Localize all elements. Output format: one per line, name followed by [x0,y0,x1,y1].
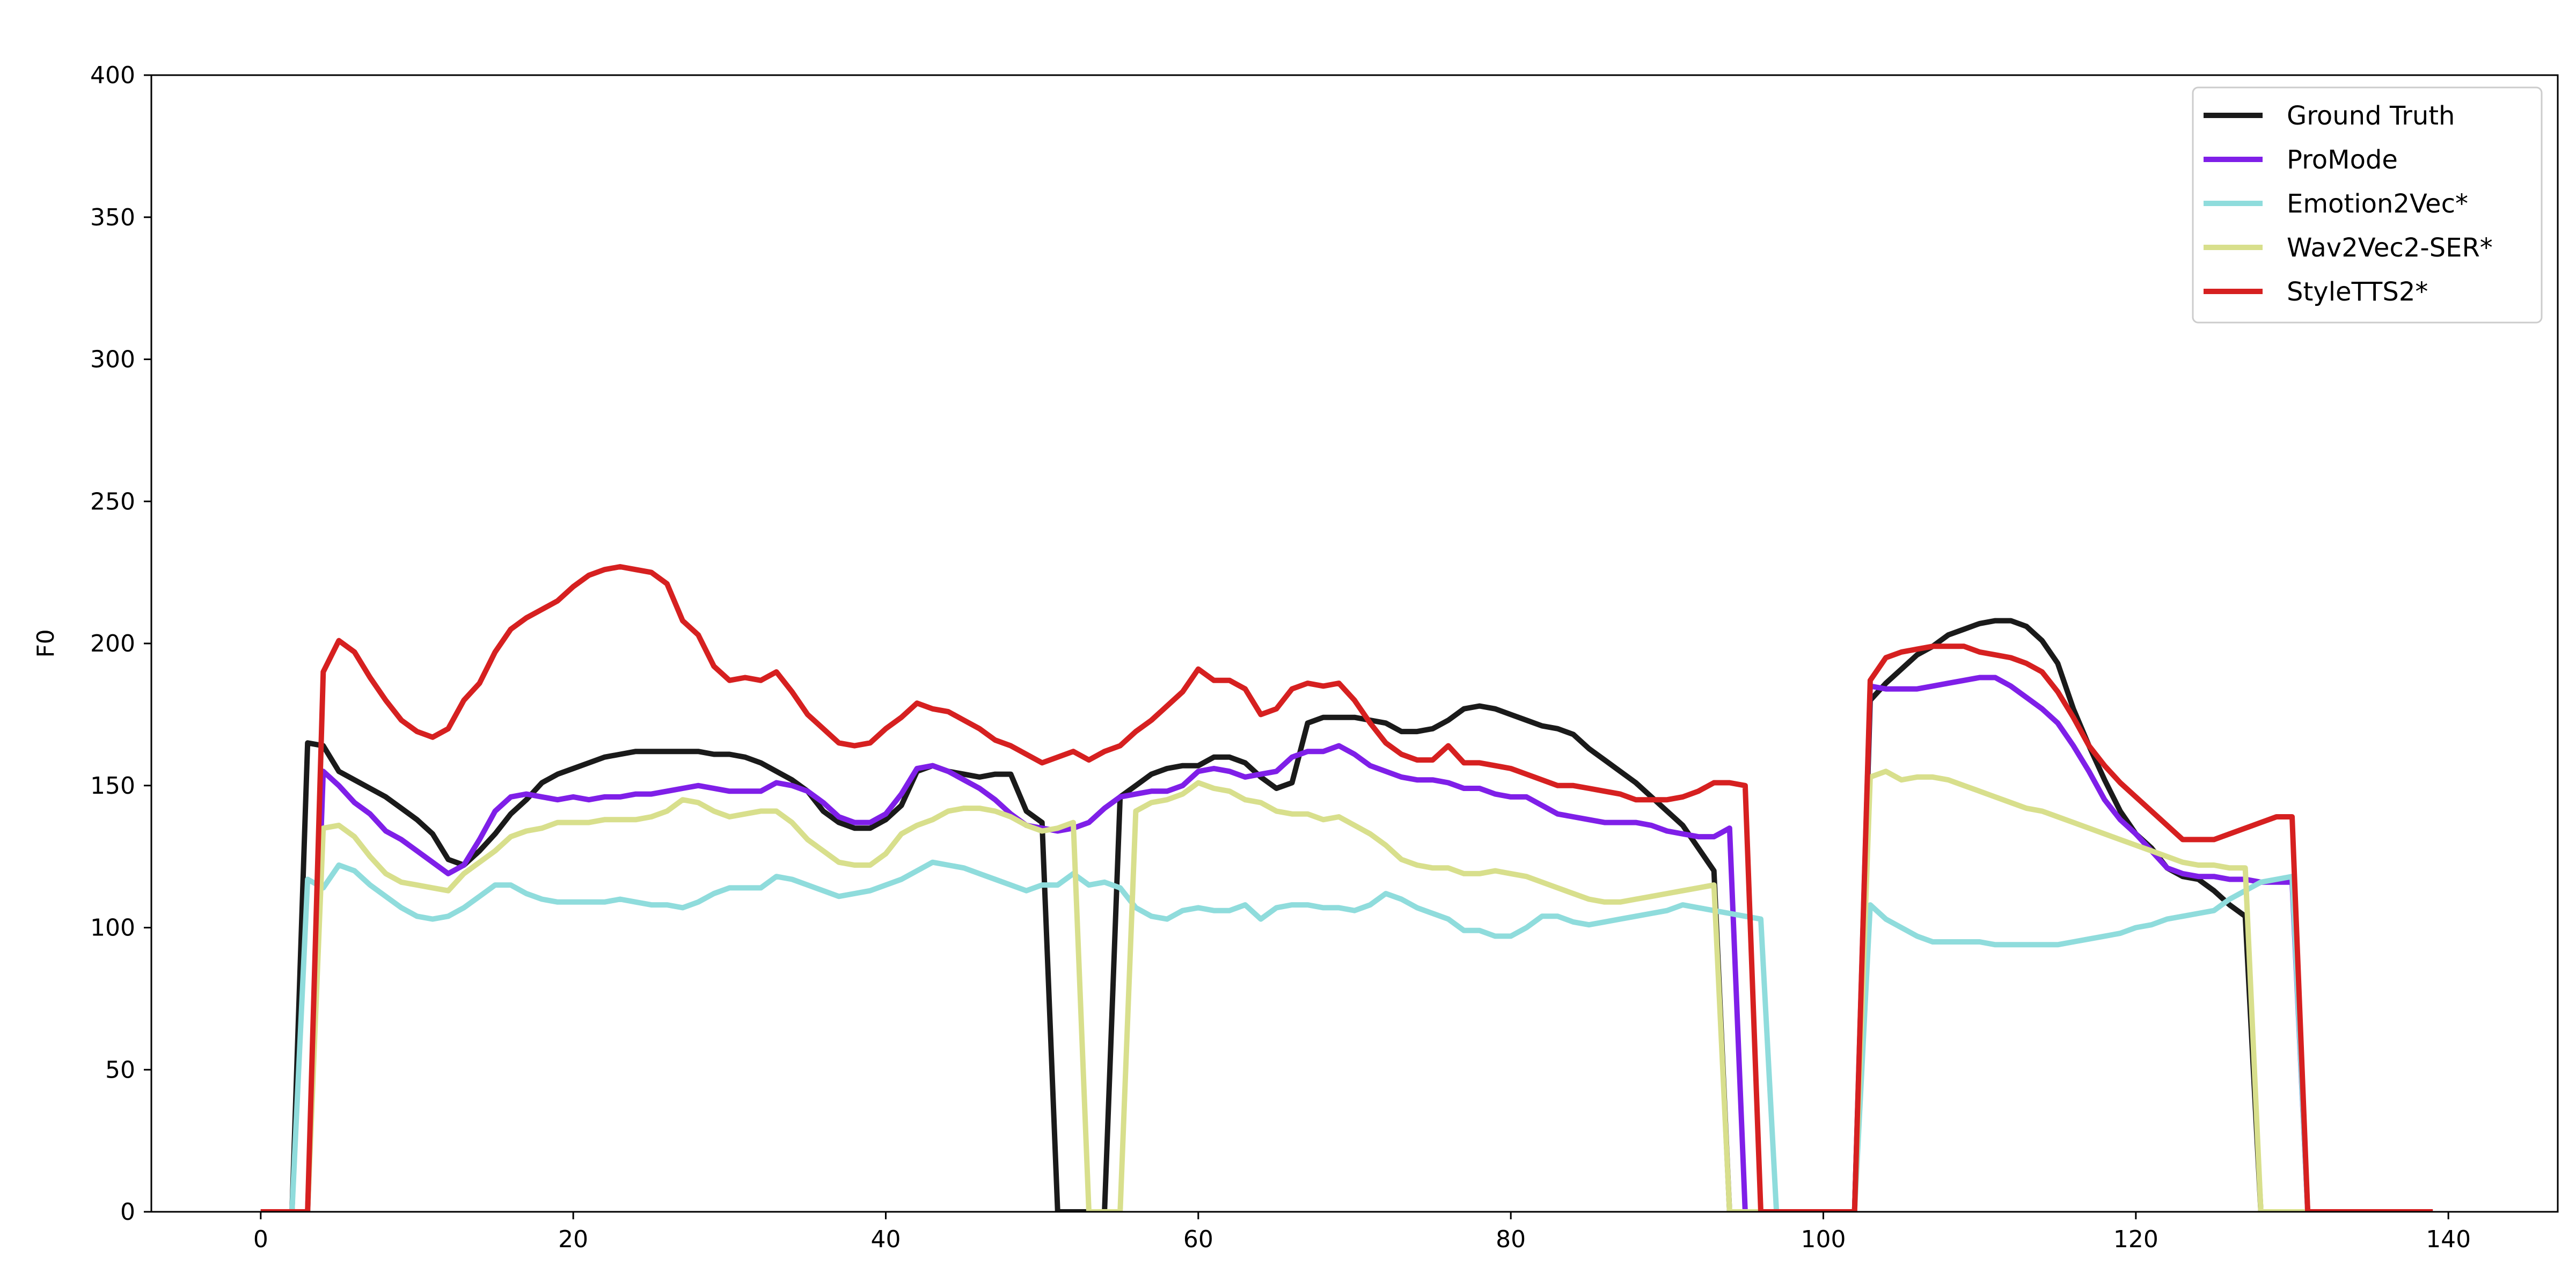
x-tick-label: 140 [2426,1226,2471,1253]
x-tick-label: 40 [870,1226,901,1253]
legend: Ground Truth ProMode Emotion2Vec* Wav2Vec2-… [2192,86,2543,324]
x-tick-label: 0 [253,1226,268,1253]
x-tick-label: 120 [2113,1226,2158,1253]
legend-label-styletts2: StyleTTS2* [2287,277,2428,307]
y-tick-label: 150 [90,772,135,800]
axes: 0 20 40 60 80 100 120 140 0 50 100 150 200 250 300 350 4… [32,62,2559,1253]
series-line-promode [260,675,2433,1212]
y-tick-label: 250 [90,488,135,515]
y-tick-label: 50 [105,1056,135,1084]
legend-box [2192,86,2543,324]
legend-label-wav2vec2-ser: Wav2Vec2-SER* [2287,233,2493,263]
series-line-wav2vec2-ser [260,769,2433,1212]
legend-label-emotion2vec: Emotion2Vec* [2287,189,2468,219]
y-tick-label: 100 [90,914,135,942]
legend-label-ground-truth: Ground Truth [2287,101,2455,131]
legend-label-promode: ProMode [2287,145,2398,175]
x-tick-label: 60 [1183,1226,1213,1253]
series-line-ground-truth [260,618,2433,1212]
x-tick-label: 100 [1801,1226,1846,1253]
x-tick-label: 20 [558,1226,588,1253]
y-axis-label: F0 [32,629,60,657]
series-layer [260,564,2433,1212]
series-line-styletts2 [260,564,2433,1212]
y-tick-label: 400 [90,62,135,89]
series-line-emotion2vec [260,859,2433,1212]
y-tick-label: 0 [120,1198,135,1226]
y-tick-label: 200 [90,630,135,657]
y-tick-label: 350 [90,204,135,231]
y-tick-label: 300 [90,346,135,374]
x-tick-label: 80 [1496,1226,1526,1253]
